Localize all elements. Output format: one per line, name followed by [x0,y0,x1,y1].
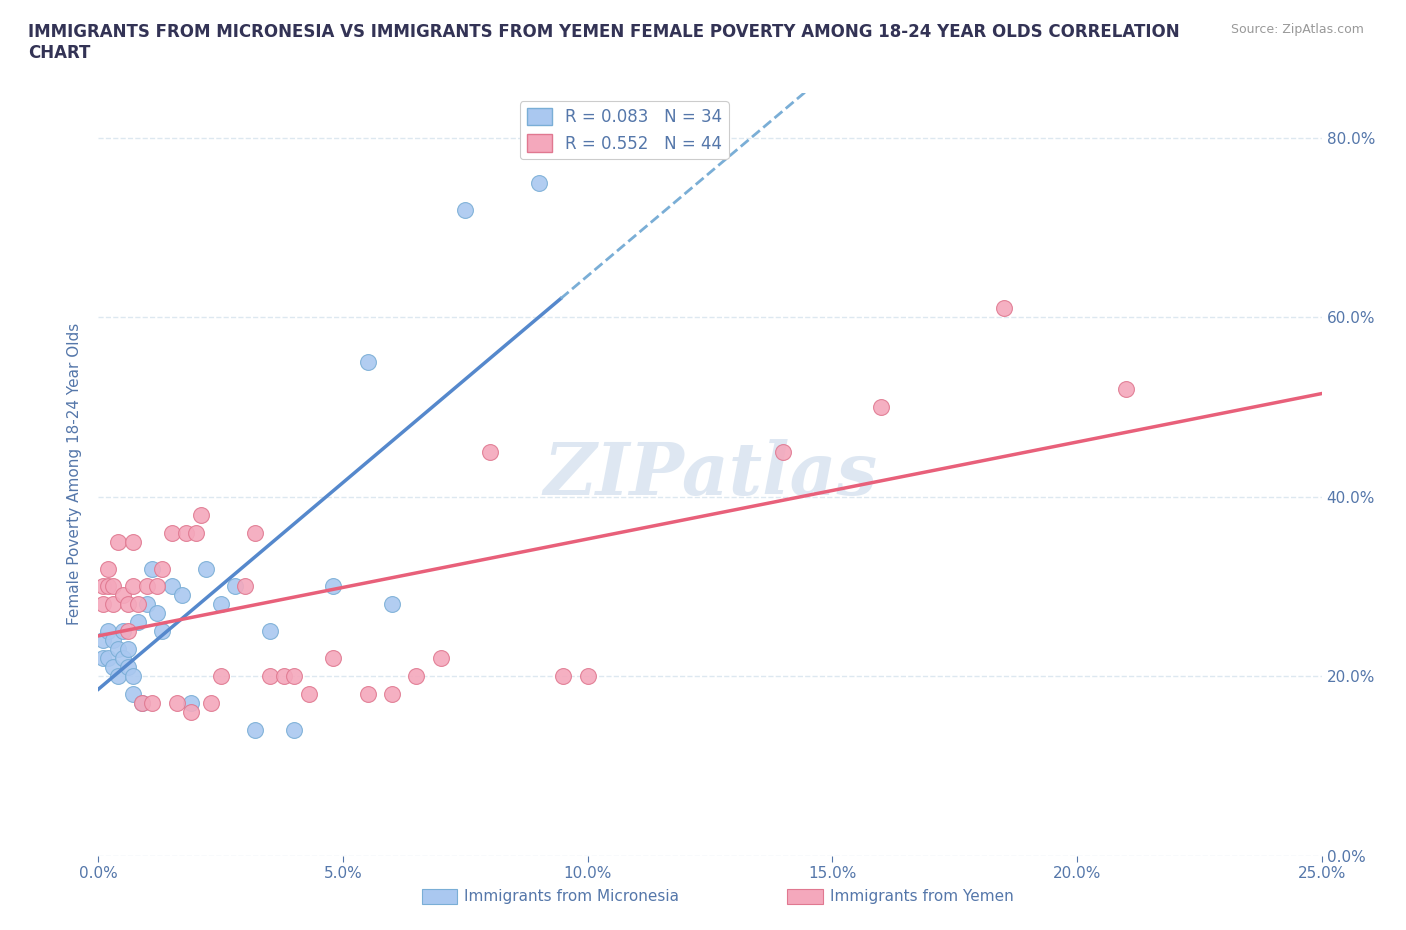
Point [127,597,149,612]
Point [176,525,198,540]
Point [141,696,163,711]
Point [454,202,477,217]
Point [356,686,378,701]
Point [97,561,120,576]
Point [381,686,404,701]
Point [186,525,208,540]
Point [405,669,427,684]
Point [91,632,114,647]
Point [146,606,169,621]
Y-axis label: Female Poverty Among 18-24 Year Olds: Female Poverty Among 18-24 Year Olds [67,324,83,626]
Point [117,659,139,674]
Point [97,624,120,639]
Point [993,301,1015,316]
Point [121,686,143,701]
Text: IMMIGRANTS FROM MICRONESIA VS IMMIGRANTS FROM YEMEN FEMALE POVERTY AMONG 18-24 Y: IMMIGRANTS FROM MICRONESIA VS IMMIGRANTS… [28,23,1180,62]
Point [200,696,222,711]
Point [121,579,143,594]
Point [243,525,266,540]
Point [146,579,169,594]
Point [107,642,129,657]
Point [243,723,266,737]
Point [141,561,163,576]
Point [111,624,134,639]
Point [117,624,139,639]
Point [273,669,295,684]
Point [107,534,129,549]
Point [180,696,202,711]
Point [160,579,183,594]
Point [101,579,124,594]
Point [209,669,232,684]
Point [131,696,153,711]
Point [170,588,193,603]
Point [259,669,281,684]
Point [772,445,794,459]
Point [322,651,344,666]
Point [101,659,124,674]
Point [150,561,173,576]
Point [190,507,212,522]
Point [111,651,134,666]
Point [233,579,256,594]
Point [127,615,149,630]
Text: ZIPatlas: ZIPatlas [543,439,877,510]
Point [224,579,246,594]
Point [576,669,599,684]
Point [283,723,305,737]
Point [298,686,321,701]
Point [121,669,143,684]
Point [101,597,124,612]
Point [527,175,550,190]
Point [430,651,453,666]
Text: Source: ZipAtlas.com: Source: ZipAtlas.com [1230,23,1364,36]
Legend: R = 0.083   N = 34, R = 0.552   N = 44: R = 0.083 N = 34, R = 0.552 N = 44 [520,101,728,159]
Point [209,597,232,612]
Point [97,579,120,594]
Text: Immigrants from Micronesia: Immigrants from Micronesia [464,889,679,904]
Point [97,651,120,666]
Point [381,597,404,612]
Point [117,597,139,612]
Point [136,597,159,612]
Point [101,632,124,647]
Point [1115,381,1137,396]
Point [478,445,501,459]
Point [131,696,153,711]
Point [91,597,114,612]
Point [283,669,305,684]
Point [91,579,114,594]
Point [136,579,159,594]
Point [111,588,134,603]
Text: Immigrants from Yemen: Immigrants from Yemen [830,889,1014,904]
Point [121,534,143,549]
Point [91,651,114,666]
Point [117,642,139,657]
Point [150,624,173,639]
Point [107,669,129,684]
Point [195,561,218,576]
Point [870,400,893,415]
Point [166,696,188,711]
Point [553,669,575,684]
Point [322,579,344,594]
Point [160,525,183,540]
Point [356,354,378,369]
Point [259,624,281,639]
Point [180,705,202,720]
